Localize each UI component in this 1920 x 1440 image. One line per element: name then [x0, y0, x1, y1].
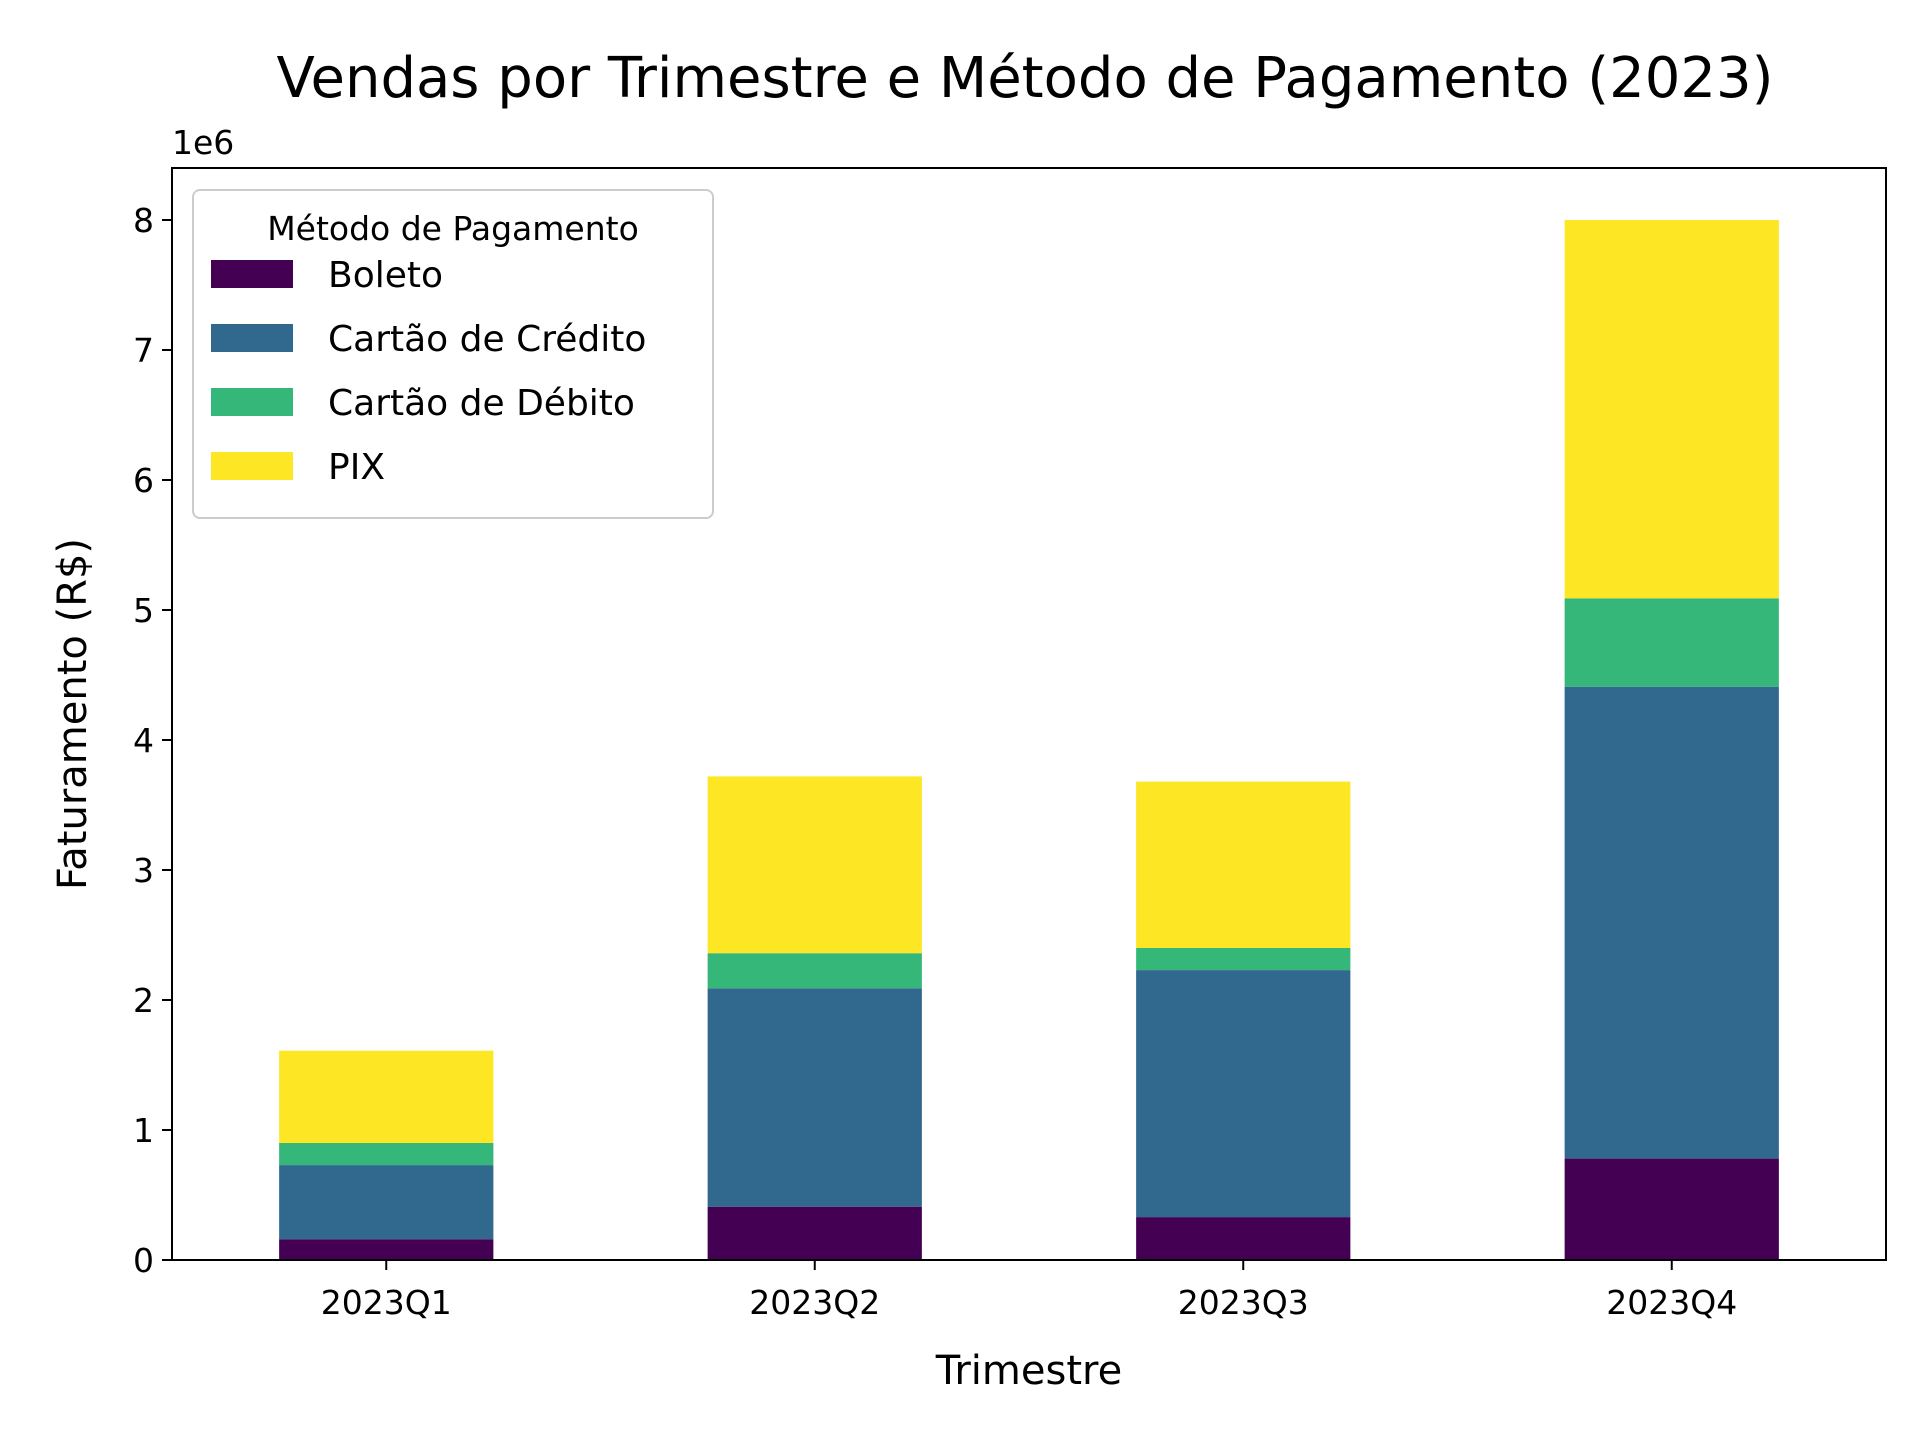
- y-tick-label: 5: [133, 591, 154, 630]
- bar-2023q1-series-3: [279, 1050, 494, 1143]
- bar-2023q2-series-0: [707, 1206, 922, 1260]
- bar-2023q2-series-2: [707, 953, 922, 989]
- legend-frame: [192, 189, 714, 519]
- x-tick-label: 2023Q2: [749, 1283, 880, 1322]
- bar-2023q4-series-1: [1564, 686, 1779, 1159]
- x-axis-label: Trimestre: [935, 1348, 1122, 1394]
- y-tick-label: 8: [133, 201, 154, 240]
- y-tick-label: 2: [133, 981, 154, 1020]
- y-axis-label: Faturamento (R$): [50, 538, 96, 890]
- legend-swatch: [211, 324, 293, 352]
- legend-swatch: [211, 260, 293, 288]
- bar-2023q3-series-2: [1136, 948, 1351, 971]
- chart-title: Vendas por Trimestre e Método de Pagamen…: [277, 46, 1774, 111]
- legend-label: Boleto: [328, 255, 443, 296]
- y-tick-label: 6: [133, 461, 154, 500]
- bar-2023q3-series-3: [1136, 781, 1351, 948]
- bar-2023q4-series-2: [1564, 598, 1779, 687]
- bar-2023q2-series-1: [707, 988, 922, 1207]
- bar-2023q1-series-1: [279, 1165, 494, 1240]
- x-axis-ticks: 2023Q1 2023Q2 2023Q3 2023Q4: [321, 1260, 1737, 1322]
- legend-label: Cartão de Débito: [328, 383, 635, 424]
- bar-2023q4-series-0: [1564, 1158, 1779, 1260]
- bar-2023q4-series-3: [1564, 220, 1779, 599]
- bars-group: [279, 220, 1779, 1260]
- bar-2023q1-series-0: [279, 1239, 494, 1260]
- legend-items: Boleto Cartão de Crédito Cartão de Débito P…: [211, 255, 646, 488]
- bar-2023q2-series-3: [707, 776, 922, 954]
- legend: Método de Pagamento Boleto Cartão de Créd…: [192, 189, 714, 519]
- y-tick-label: 7: [133, 331, 154, 370]
- x-tick-label: 2023Q3: [1178, 1283, 1309, 1322]
- bar-2023q3-series-0: [1136, 1217, 1351, 1260]
- y-axis-ticks: 0 1 2 3 4 5 6 7 8: [133, 201, 172, 1280]
- y-tick-label: 1: [133, 1111, 154, 1150]
- x-tick-label: 2023Q1: [321, 1283, 452, 1322]
- y-tick-label: 3: [133, 851, 154, 890]
- bar-2023q1-series-2: [279, 1143, 494, 1166]
- legend-title: Método de Pagamento: [267, 209, 639, 248]
- y-tick-label: 4: [133, 721, 154, 760]
- bar-2023q3-series-1: [1136, 970, 1351, 1218]
- legend-label: PIX: [328, 447, 385, 488]
- legend-label: Cartão de Crédito: [328, 319, 646, 360]
- y-tick-label: 0: [133, 1241, 154, 1280]
- plot-frame: [171, 167, 1887, 1261]
- x-tick-label: 2023Q4: [1606, 1283, 1737, 1322]
- legend-swatch: [211, 452, 293, 480]
- legend-swatch: [211, 388, 293, 416]
- y-axis-offset-label: 1e6: [172, 123, 234, 162]
